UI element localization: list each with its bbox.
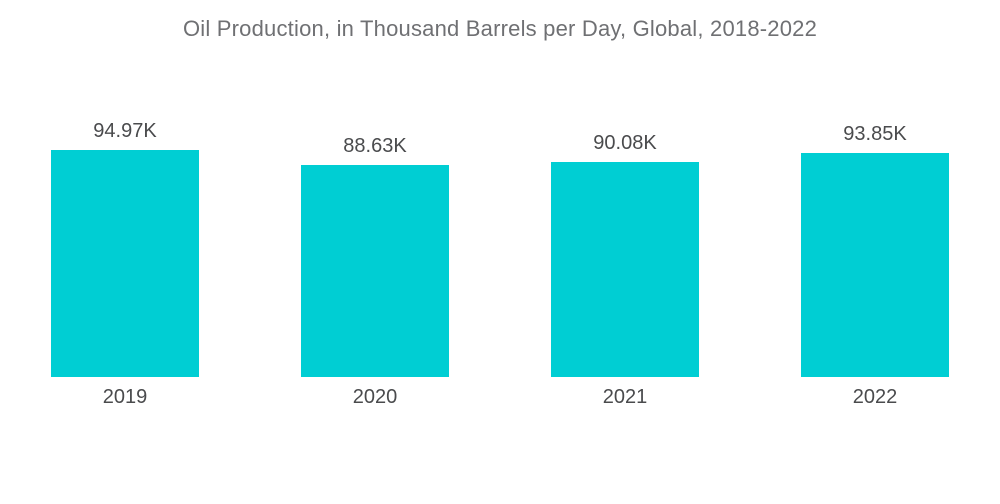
bar — [801, 153, 949, 377]
bar-column: 94.97K 2019 — [51, 0, 199, 420]
category-label: 2021 — [602, 386, 648, 408]
bar-column: 90.08K 2021 — [551, 0, 699, 420]
bar — [301, 165, 449, 377]
category-label: 2019 — [102, 386, 148, 408]
value-label: 93.85K — [843, 123, 907, 145]
bar — [51, 150, 199, 377]
value-label: 90.08K — [593, 132, 657, 154]
bar-chart: 94.97K 2019 88.63K 2020 90.08K 2021 93.85K 2022 — [51, 0, 949, 420]
bar — [551, 162, 699, 377]
chart-title: Oil Production, in Thousand Barrels per … — [182, 16, 818, 41]
bar-column: 93.85K 2022 — [801, 0, 949, 420]
category-label: 2022 — [852, 386, 898, 408]
value-label: 88.63K — [343, 135, 407, 157]
category-label: 2020 — [352, 386, 398, 408]
value-label: 94.97K — [93, 120, 157, 142]
bar-column: 88.63K 2020 — [301, 0, 449, 420]
